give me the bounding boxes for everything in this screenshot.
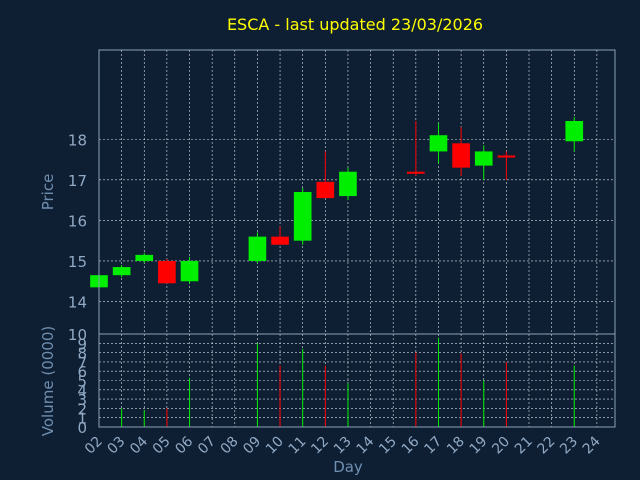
x-axis-ticks: 0203040506070809101112131415161718192021… — [82, 433, 604, 457]
volume-tick-label: 9 — [77, 335, 87, 353]
price-axis-label: Price — [39, 174, 57, 211]
volume-tick-label: 1 — [77, 410, 87, 428]
x-tick-label: 24 — [580, 433, 604, 457]
price-y-ticks: 14 15 16 17 18 — [68, 131, 87, 311]
candle-body — [158, 260, 176, 284]
x-tick-label: 14 — [353, 433, 377, 457]
candle-body — [293, 192, 312, 241]
volume-axis-label: Volume (0000) — [39, 326, 57, 436]
candle-body — [565, 121, 584, 142]
candle-body — [407, 171, 425, 174]
candle-body — [452, 143, 470, 168]
candle-body — [339, 171, 357, 197]
x-tick-label: 10 — [263, 434, 287, 458]
candle-body — [316, 181, 335, 199]
price-tick-label: 15 — [68, 253, 87, 271]
price-gridlines — [99, 50, 615, 334]
x-tick-label: 18 — [444, 434, 468, 458]
volume-tick-label: 0 — [77, 419, 87, 437]
candle-body — [135, 254, 154, 261]
candle-body — [248, 236, 267, 261]
x-tick-label: 12 — [308, 434, 332, 458]
price-tick-label: 18 — [68, 131, 87, 149]
x-tick-label: 21 — [512, 434, 536, 458]
volume-tick-label: 6 — [77, 363, 87, 381]
candle-body — [474, 151, 493, 166]
x-tick-label: 17 — [421, 434, 445, 458]
x-tick-label: 02 — [82, 434, 106, 458]
x-tick-label: 13 — [331, 434, 355, 458]
volume-tick-label: 7 — [77, 354, 87, 372]
candle-body — [271, 236, 289, 245]
price-plot-frame — [98, 49, 616, 335]
volume-tick-label: 2 — [77, 400, 87, 418]
volume-tick-label: 5 — [77, 373, 87, 391]
x-tick-label: 15 — [376, 434, 400, 458]
x-axis-label: Day — [333, 458, 363, 476]
x-tick-label: 05 — [150, 434, 174, 458]
x-tick-label: 23 — [557, 434, 581, 458]
x-tick-label: 08 — [218, 434, 242, 458]
candle-body — [497, 155, 516, 158]
volume-tick-label: 8 — [77, 345, 87, 363]
price-tick-label: 17 — [68, 172, 87, 190]
x-tick-label: 16 — [399, 433, 423, 457]
x-tick-label: 11 — [286, 434, 310, 458]
x-tick-label: 19 — [467, 434, 491, 458]
x-tick-label: 20 — [489, 434, 513, 458]
x-tick-label: 04 — [127, 433, 151, 457]
candlesticks — [90, 116, 584, 290]
chart-title: ESCA - last updated 23/03/2026 — [227, 15, 483, 34]
x-tick-label: 07 — [195, 434, 219, 458]
volume-tick-label: 4 — [77, 382, 87, 400]
volume-gridlines — [99, 334, 615, 427]
x-tick-label: 22 — [535, 434, 559, 458]
volume-plot-frame — [98, 333, 616, 428]
candle-body — [180, 260, 199, 282]
candle-body — [429, 135, 448, 152]
volume-bars — [98, 337, 575, 427]
x-tick-label: 03 — [105, 434, 129, 458]
volume-tick-label: 10 — [68, 326, 87, 344]
price-tick-label: 14 — [68, 294, 87, 312]
x-tick-label: 06 — [172, 433, 196, 457]
price-tick-label: 16 — [68, 212, 87, 230]
x-tick-label: 09 — [240, 434, 264, 458]
candle-body — [112, 267, 131, 276]
volume-tick-label: 3 — [77, 391, 87, 409]
